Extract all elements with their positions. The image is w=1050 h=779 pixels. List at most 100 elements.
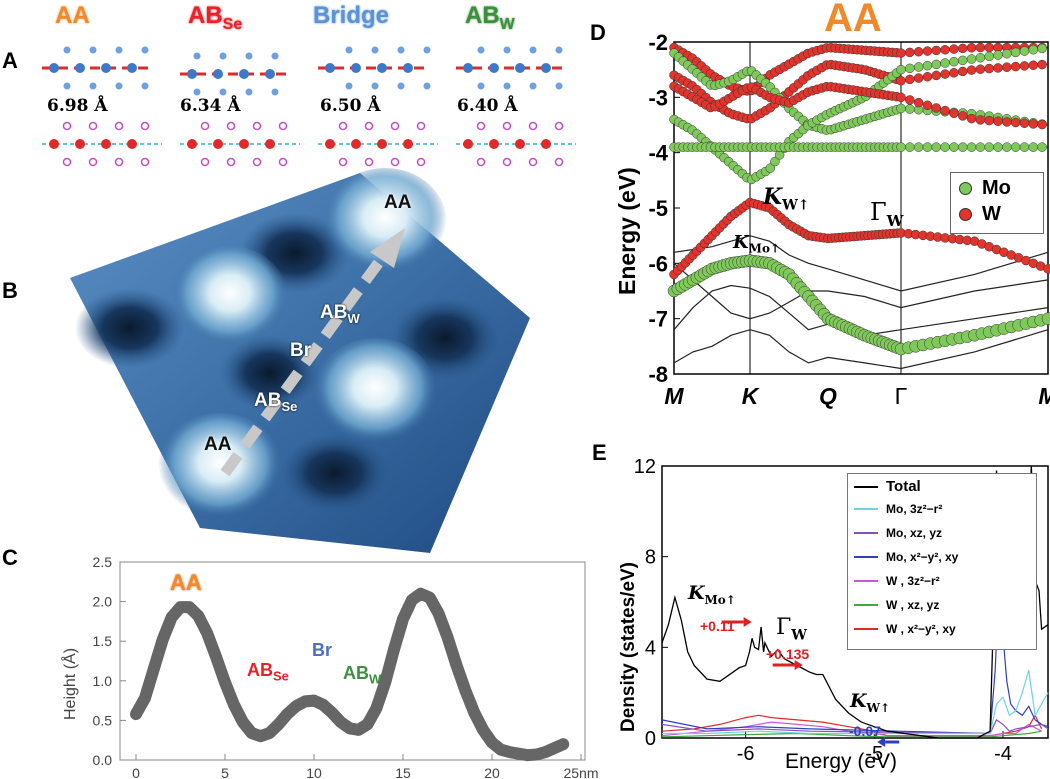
band-dot (1037, 43, 1047, 54)
band-dot (1019, 118, 1030, 128)
band-dot (966, 43, 977, 53)
se-atom (89, 46, 97, 54)
mo-atom (187, 139, 197, 149)
e-ann-kmo-main: K (688, 582, 705, 604)
band-dot (905, 74, 915, 85)
arrow-kmo-head (743, 617, 752, 627)
legend-swatch (854, 580, 878, 582)
band-dot (1002, 62, 1012, 72)
s-atom (114, 157, 124, 167)
band-legend: Mo W (950, 172, 1044, 234)
dos-line (661, 719, 1049, 735)
panel-label-d: D (590, 20, 606, 45)
legend-entry: Mo (959, 177, 1011, 200)
band-dot (1010, 117, 1021, 128)
c-ann-abse-main: AB (247, 660, 273, 680)
label-abse-sub: Se (281, 398, 298, 414)
c-ann-abse: ABSe (247, 660, 289, 684)
band-dot (913, 142, 924, 152)
band-dot (993, 50, 1003, 60)
w-atom (325, 63, 335, 73)
stacking-title: AA (55, 2, 90, 30)
legend-entry: W , 3z²−r² (854, 574, 940, 588)
band-dot (1019, 142, 1030, 152)
se-atom (371, 46, 379, 54)
d-ann-kmo-main: K (733, 232, 749, 253)
interlayer-distance: 6.98 Å (47, 96, 108, 116)
y-tick-label: -2 (648, 30, 668, 55)
panel-label-b: B (2, 278, 18, 303)
band-dot (975, 52, 986, 63)
se-atom (555, 46, 563, 54)
mo-atom (75, 139, 85, 149)
kpoint-label: Γ (895, 383, 908, 409)
mo-atom (541, 139, 551, 149)
band-dot (1037, 119, 1047, 130)
s-atom (528, 157, 538, 167)
stacking-title-sub: Se (222, 15, 243, 33)
legend-swatch (854, 556, 878, 558)
s-atom (252, 121, 262, 131)
e-xlabel: Energy (eV) (785, 750, 898, 773)
surface-peak (172, 246, 288, 350)
x-tick-label: 15 (395, 765, 411, 779)
band-dot (975, 64, 986, 74)
band-dot (931, 103, 942, 113)
y-tick-label: -6 (648, 251, 668, 276)
s-atom (476, 157, 486, 167)
band-dot (913, 46, 924, 57)
label-abw: ABW (320, 302, 360, 326)
se-atom (63, 46, 71, 54)
c-ann-abw-main: AB (343, 663, 369, 683)
se-atom (423, 82, 431, 90)
w-atom (463, 63, 473, 73)
x-tick-label: 5 (221, 765, 229, 779)
band-dot (931, 142, 942, 152)
x-tick-label: 20 (484, 765, 500, 779)
mo-atom (49, 139, 59, 149)
band-dot (1028, 44, 1039, 55)
s-atom (338, 121, 348, 131)
band-dot (957, 142, 968, 152)
legend-text: Mo, xz, yz (886, 526, 943, 540)
e-ann-kmo-sub: Mo↑ (704, 592, 736, 607)
band-dot (765, 163, 776, 173)
x-tick-label: -5 (865, 743, 883, 765)
band-line (673, 329, 1049, 370)
w-atom (127, 63, 137, 73)
y-tick-label: -5 (648, 196, 668, 221)
band-dot (896, 92, 906, 103)
mo-atom (325, 139, 335, 149)
band-dot (1028, 60, 1039, 70)
band-title: AA (824, 0, 882, 40)
s-atom (476, 121, 486, 131)
mo-atom (127, 139, 137, 149)
se-atom (503, 82, 511, 90)
band-dot (770, 156, 780, 167)
legend-entry: Mo, xz, yz (854, 526, 942, 540)
legend-swatch (854, 485, 878, 488)
surface-peak (313, 338, 437, 448)
e-ann-kw-sub: W↑ (866, 700, 891, 715)
stacking-title: ABSe (188, 2, 242, 34)
band-dot (949, 142, 959, 152)
band-dot (993, 142, 1003, 152)
mo-atom (463, 139, 473, 149)
x-tick-label: -6 (737, 743, 755, 765)
y-tick-label: 2.5 (93, 554, 113, 570)
w-atom (515, 63, 525, 73)
se-atom (219, 52, 227, 60)
se-atom (271, 52, 279, 60)
dos-line (661, 713, 1043, 737)
height-profile-chart: 0.0 0.5 1.0 1.5 2.0 2.5 0 5 10 15 20 25nm (93, 554, 599, 779)
stacking-atoms-diagram (42, 46, 576, 167)
s-atom (364, 121, 374, 131)
band-dot (949, 108, 959, 119)
band-dot (966, 54, 977, 64)
path-arrow-line (220, 254, 387, 477)
stacking-title-main: AB (188, 2, 223, 29)
se-atom (397, 82, 405, 90)
se-atom (345, 46, 353, 54)
c-ann-br: Br (312, 640, 333, 660)
stacking-title-main: AB (465, 2, 500, 29)
